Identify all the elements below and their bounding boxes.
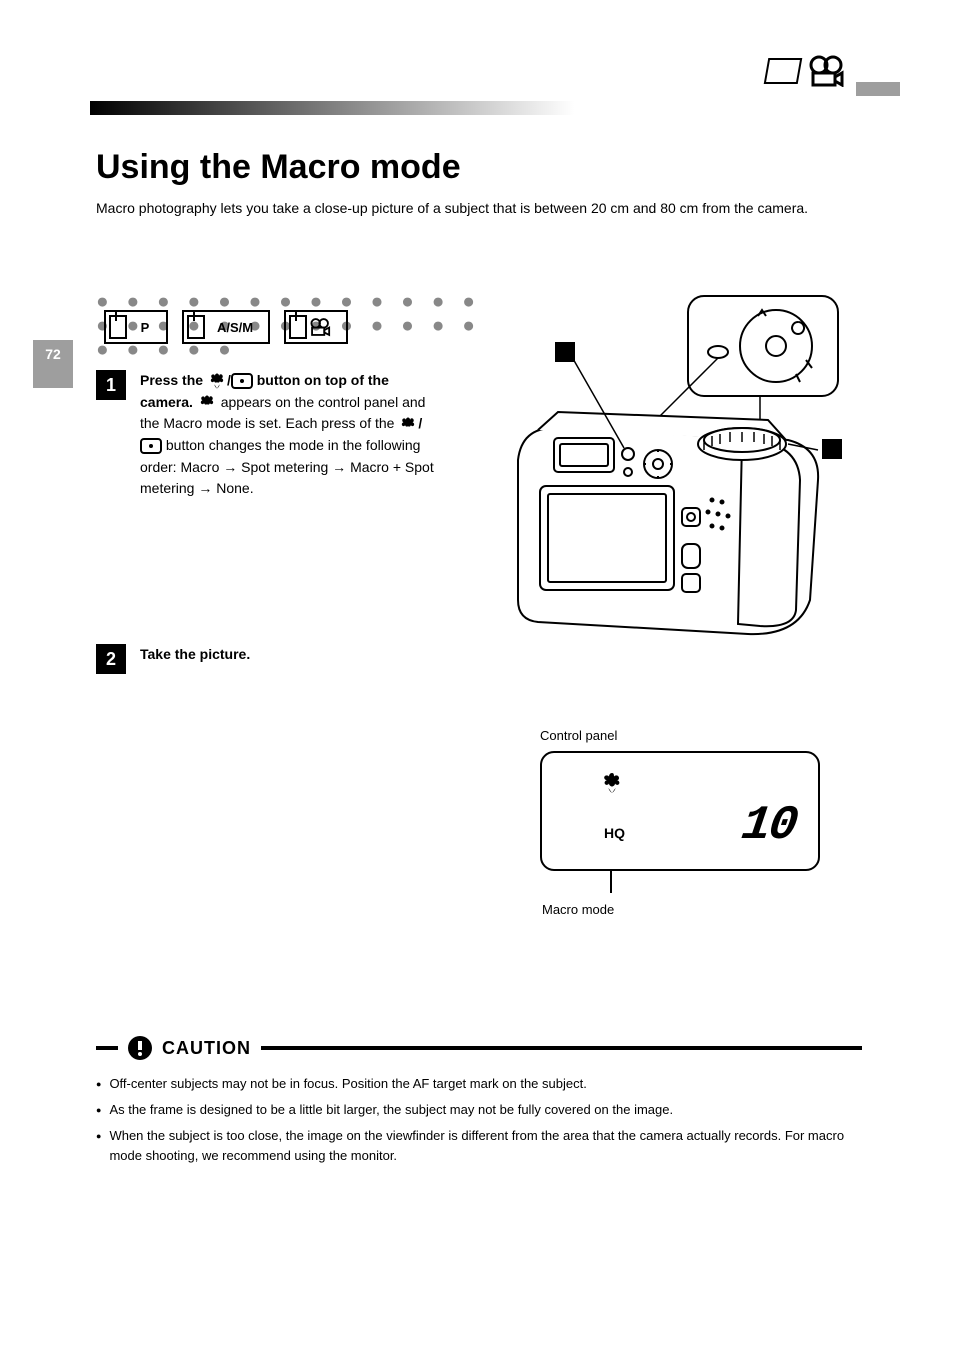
macro-flower-icon: [398, 415, 418, 435]
mode-p: P: [104, 310, 168, 344]
panel-hq-label: HQ: [604, 825, 625, 841]
mode-row: P A/S/M: [104, 310, 348, 344]
caution-body: Off-center subjects may not be in focus.…: [96, 1074, 862, 1165]
caution-icon: [128, 1036, 152, 1060]
spot-icon: [140, 438, 162, 454]
caution-item: When the subject is too close, the image…: [109, 1126, 862, 1165]
page-title: Using the Macro mode: [96, 148, 824, 187]
mode-movie: [284, 310, 348, 344]
step-2-body: Take the picture.: [140, 644, 250, 666]
mode-asm: A/S/M: [182, 310, 270, 344]
step-2: 2 Take the picture.: [96, 644, 250, 674]
camera-illustration: [498, 290, 844, 640]
card-icon: [764, 58, 803, 84]
callout-1-marker: [555, 342, 575, 362]
macro-flower-icon: [197, 393, 217, 413]
caution-item: As the frame is designed to be a little …: [109, 1100, 673, 1120]
macro-flower-icon: [600, 771, 624, 795]
page-number-tab: 72: [33, 340, 73, 388]
panel-macro-label: Macro mode: [542, 902, 614, 917]
step-1-number: 1: [96, 370, 126, 400]
movie-mode-icon: [309, 317, 331, 337]
page-mode-icons: [766, 55, 844, 87]
panel-shots-remaining: 10: [739, 799, 800, 853]
movie-icon: [808, 55, 844, 87]
spot-icon: [231, 373, 253, 389]
page-number: 72: [45, 346, 61, 362]
control-panel-caption: Control panel: [540, 728, 820, 743]
callout-2-marker: [822, 439, 842, 459]
side-tab: [856, 82, 900, 96]
panel-pointer: [610, 869, 612, 893]
caution-rule: [96, 1046, 118, 1050]
control-panel-figure: Control panel HQ 10: [540, 728, 820, 871]
caution-box: CAUTION Off-center subjects may not be i…: [96, 1036, 862, 1171]
caution-item: Off-center subjects may not be in focus.…: [109, 1074, 586, 1094]
page-subtitle: Macro photography lets you take a close-…: [96, 199, 824, 219]
macro-flower-icon: [207, 371, 227, 391]
step-2-number: 2: [96, 644, 126, 674]
caution-rule: [261, 1046, 862, 1050]
header-rule: [90, 101, 824, 115]
control-panel-frame: HQ 10: [540, 751, 820, 871]
step-1: 1 Press the / button on top of the camer…: [96, 370, 440, 500]
caution-title: CAUTION: [162, 1038, 251, 1059]
step-1-body: Press the / button on top of the camera.…: [140, 370, 440, 500]
